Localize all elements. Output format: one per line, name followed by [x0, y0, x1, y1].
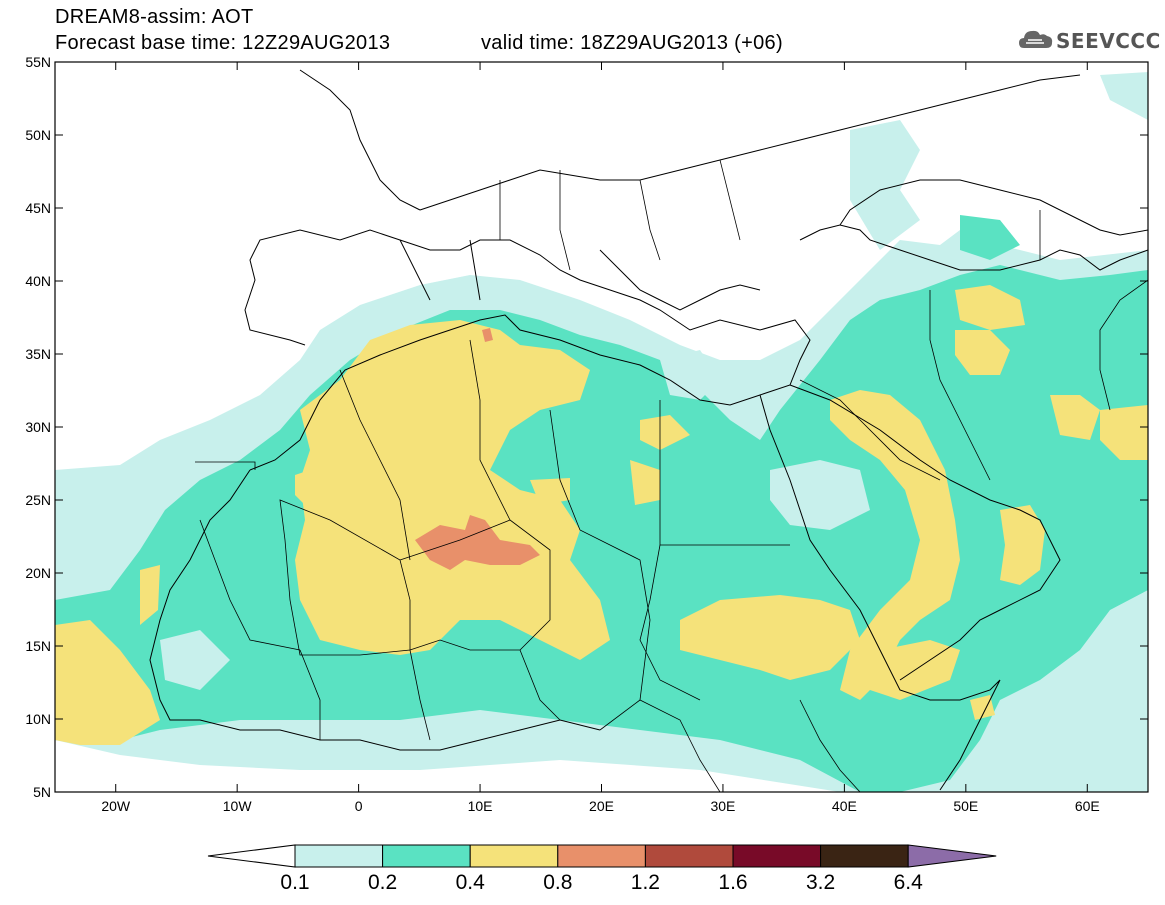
aot-band-0.4 [55, 285, 1148, 745]
latitude-axis: 55N 50N 45N 40N 35N 30N 25N 20N 15N 10N 5N [25, 54, 1148, 800]
lon-label: 10W [223, 798, 253, 814]
legend-value: 0.1 [280, 871, 309, 894]
cloud-icon [1019, 30, 1053, 48]
legend-value: 1.2 [631, 871, 660, 894]
legend-swatch [469, 844, 559, 868]
lat-label: 15N [25, 638, 51, 654]
legend-value: 0.4 [456, 871, 486, 894]
lat-label: 20N [25, 565, 51, 581]
legend-value: 0.8 [543, 871, 572, 894]
longitude-axis: 20W 10W 0 10E 20E 30E 40E 50E 60E [101, 62, 1100, 814]
lat-label: 55N [25, 54, 51, 70]
legend-swatch [382, 844, 471, 868]
lat-label: 5N [33, 784, 51, 800]
valid-time: valid time: 18Z29AUG2013 (+06) [481, 32, 783, 54]
legend-swatch [294, 844, 384, 868]
lat-label: 35N [25, 346, 51, 362]
lon-label: 30E [710, 798, 735, 814]
logo-text: SEEVCCC [1056, 29, 1161, 53]
lat-label: 25N [25, 492, 51, 508]
lat-label: 45N [25, 200, 51, 216]
lon-label: 40E [832, 798, 857, 814]
legend-swatch [732, 844, 822, 868]
legend-swatch [820, 844, 909, 868]
legend-swatch [644, 844, 734, 868]
map-title: DREAM8-assim: AOT [55, 6, 254, 28]
aot-band-0.8 [415, 328, 540, 570]
map-area [55, 62, 1148, 792]
legend-value: 3.2 [806, 871, 835, 894]
legend-swatch [557, 844, 646, 868]
lon-label: 10E [468, 798, 493, 814]
seevccc-logo: SEEVCCC [1018, 26, 1161, 53]
legend-value: 1.6 [718, 871, 747, 894]
legend-arrow-high [907, 844, 997, 868]
lat-label: 40N [25, 273, 51, 289]
lon-label: 20W [101, 798, 131, 814]
legend-value: 6.4 [894, 871, 924, 894]
lat-label: 50N [25, 127, 51, 143]
lon-label: 0 [355, 798, 363, 814]
legend-value: 0.2 [368, 871, 397, 894]
aot-band-0.1-inner [160, 350, 870, 690]
base-time: Forecast base time: 12Z29AUG2013 [55, 32, 391, 54]
lat-label: 10N [25, 711, 51, 727]
lat-label: 30N [25, 419, 51, 435]
color-legend: 0.1 0.2 0.4 0.8 1.2 1.6 3.2 6.4 [207, 844, 997, 894]
lon-label: 20E [589, 798, 614, 814]
forecast-times: Forecast base time: 12Z29AUG2013 valid ti… [55, 32, 783, 54]
lon-label: 50E [953, 798, 978, 814]
country-borders [195, 159, 1148, 792]
legend-arrow-low [207, 844, 296, 868]
lon-label: 60E [1075, 798, 1100, 814]
